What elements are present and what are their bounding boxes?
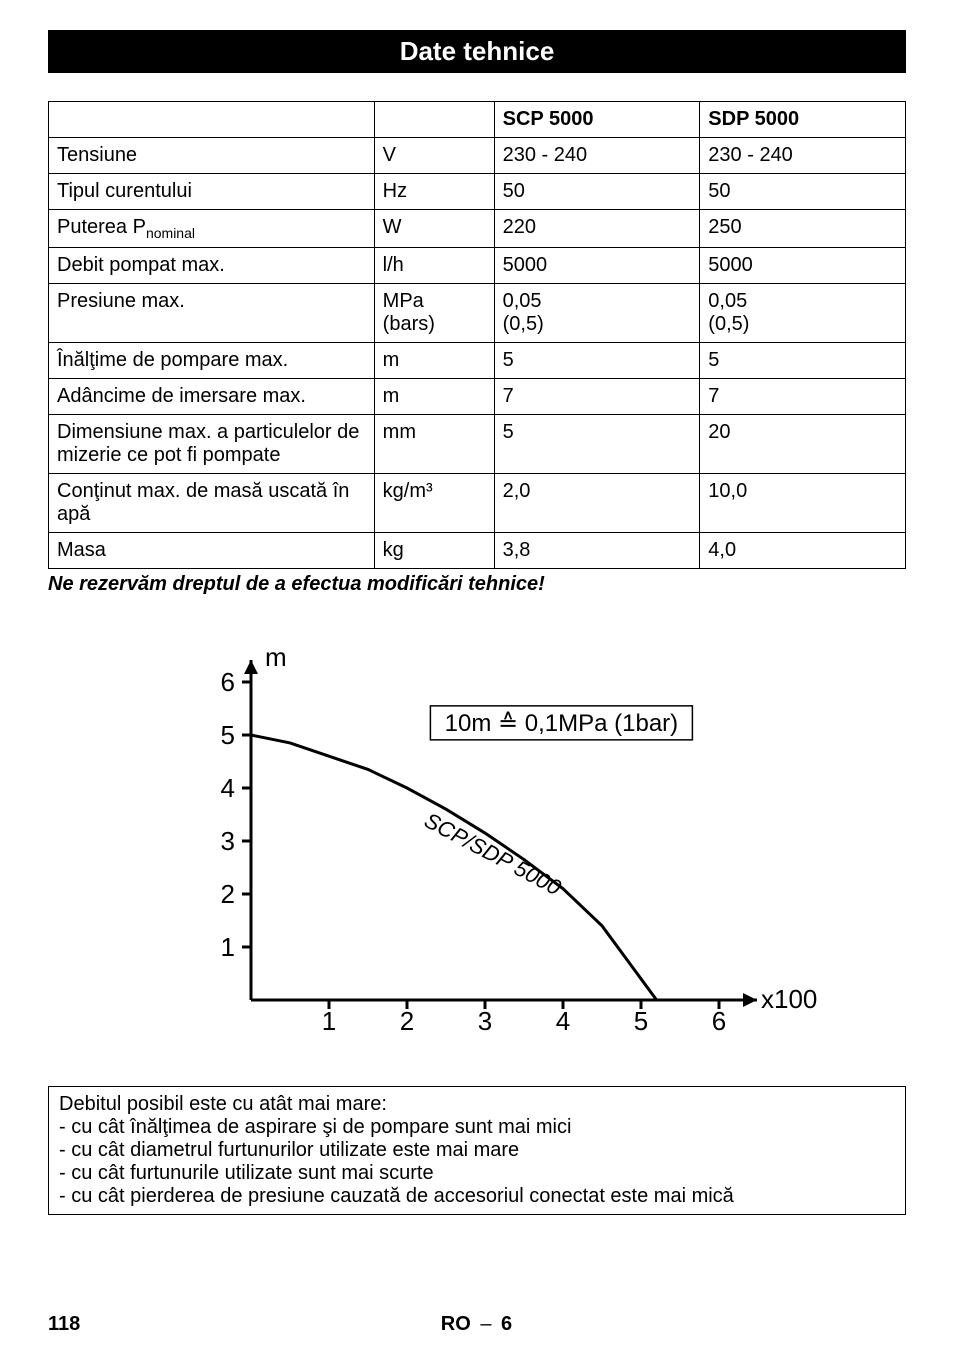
table-row: Tensiune V 230 - 240 230 - 240 <box>49 138 906 174</box>
info-intro: Debitul posibil este cu atât mai mare: <box>59 1093 895 1116</box>
cell-b: 5000 <box>700 248 906 284</box>
cell-label: Tensiune <box>49 138 375 174</box>
svg-text:3: 3 <box>478 1006 492 1036</box>
table-header-row: SCP 5000 SDP 5000 <box>49 102 906 138</box>
modification-note: Ne rezervăm dreptul de a efectua modific… <box>48 573 906 596</box>
table-row: Puterea Pnominal W 220 250 <box>49 210 906 248</box>
cell-unit: MPa (bars) <box>374 284 494 343</box>
spec-table: SCP 5000 SDP 5000 Tensiune V 230 - 240 2… <box>48 101 906 569</box>
cell-a: 5 <box>494 343 700 379</box>
cell-a: 2,0 <box>494 474 700 533</box>
table-row: Presiune max. MPa (bars) 0,05 (0,5) 0,05… <box>49 284 906 343</box>
info-line: - cu cât diametrul furtunurilor utilizat… <box>59 1139 895 1162</box>
cell-b: 20 <box>700 415 906 474</box>
info-box: Debitul posibil este cu atât mai mare: -… <box>48 1086 906 1215</box>
cell-label: Presiune max. <box>49 284 375 343</box>
page-number: 118 <box>48 1313 80 1336</box>
cell-b: 10,0 <box>700 474 906 533</box>
svg-text:4: 4 <box>556 1006 570 1036</box>
cell-b: 50 <box>700 174 906 210</box>
cell-unit: kg <box>374 533 494 569</box>
svg-text:1: 1 <box>322 1006 336 1036</box>
svg-text:10m ≙ 0,1MPa (1bar): 10m ≙ 0,1MPa (1bar) <box>445 710 679 737</box>
cell-label: Conţinut max. de masă uscată în apă <box>49 474 375 533</box>
info-line: - cu cât pierderea de presiune cauzată d… <box>59 1185 895 1208</box>
page-footer: 118 RO – 6 000 <box>48 1313 906 1336</box>
svg-text:5: 5 <box>634 1006 648 1036</box>
table-row: Dimensiune max. a particulelor de mizeri… <box>49 415 906 474</box>
cell-b: 5 <box>700 343 906 379</box>
cell-b: 4,0 <box>700 533 906 569</box>
lang-sep: – <box>480 1313 491 1335</box>
svg-text:3: 3 <box>221 826 235 856</box>
header-sdp: SDP 5000 <box>700 102 906 138</box>
svg-text:SCP/SDP 5000: SCP/SDP 5000 <box>420 807 566 900</box>
cell-unit: kg/m³ <box>374 474 494 533</box>
cell-b: 250 <box>700 210 906 248</box>
lang-num: 6 <box>501 1313 512 1335</box>
cell-a: 220 <box>494 210 700 248</box>
table-row: Conţinut max. de masă uscată în apă kg/m… <box>49 474 906 533</box>
svg-text:x1000 l/h: x1000 l/h <box>761 984 817 1014</box>
cell-unit: W <box>374 210 494 248</box>
section-title: Date tehnice <box>48 30 906 73</box>
header-scp: SCP 5000 <box>494 102 700 138</box>
cell-a: 5000 <box>494 248 700 284</box>
svg-text:m: m <box>265 642 287 672</box>
info-line: - cu cât înălţimea de aspirare şi de pom… <box>59 1116 895 1139</box>
pump-chart: m x1000 l/h 1 2 3 4 5 6 1 2 3 4 5 6 10m ≙ 0,1MPa (1bar… <box>48 630 906 1060</box>
table-row: Debit pompat max. l/h 5000 5000 <box>49 248 906 284</box>
cell-b: 0,05 (0,5) <box>700 284 906 343</box>
table-row: Adâncime de imersare max. m 7 7 <box>49 379 906 415</box>
info-line: - cu cât furtunurile utilizate sunt mai … <box>59 1162 895 1185</box>
lang-code: RO – 6 <box>441 1313 512 1336</box>
cell-a: 5 <box>494 415 700 474</box>
header-blank-1 <box>49 102 375 138</box>
table-row: Masa kg 3,8 4,0 <box>49 533 906 569</box>
svg-text:2: 2 <box>400 1006 414 1036</box>
svg-text:5: 5 <box>221 720 235 750</box>
cell-unit: m <box>374 343 494 379</box>
svg-text:2: 2 <box>221 879 235 909</box>
cell-a: 3,8 <box>494 533 700 569</box>
table-row: Tipul curentului Hz 50 50 <box>49 174 906 210</box>
lang-text: RO <box>441 1313 471 1335</box>
header-blank-2 <box>374 102 494 138</box>
cell-b: 7 <box>700 379 906 415</box>
cell-label: Debit pompat max. <box>49 248 375 284</box>
cell-a: 230 - 240 <box>494 138 700 174</box>
chart-svg: m x1000 l/h 1 2 3 4 5 6 1 2 3 4 5 6 10m ≙ 0,1MPa (1bar… <box>137 630 817 1060</box>
cell-a: 0,05 (0,5) <box>494 284 700 343</box>
svg-text:6: 6 <box>221 667 235 697</box>
cell-a: 50 <box>494 174 700 210</box>
cell-label: Înălţime de pompare max. <box>49 343 375 379</box>
cell-b: 230 - 240 <box>700 138 906 174</box>
cell-a: 7 <box>494 379 700 415</box>
svg-text:1: 1 <box>221 932 235 962</box>
cell-label: Dimensiune max. a particulelor de mizeri… <box>49 415 375 474</box>
cell-label: Masa <box>49 533 375 569</box>
table-row: Înălţime de pompare max. m 5 5 <box>49 343 906 379</box>
svg-text:4: 4 <box>221 773 235 803</box>
cell-label: Adâncime de imersare max. <box>49 379 375 415</box>
svg-text:6: 6 <box>712 1006 726 1036</box>
cell-unit: V <box>374 138 494 174</box>
cell-label: Tipul curentului <box>49 174 375 210</box>
cell-unit: mm <box>374 415 494 474</box>
cell-unit: Hz <box>374 174 494 210</box>
cell-label: Puterea Pnominal <box>49 210 375 248</box>
cell-unit: m <box>374 379 494 415</box>
cell-unit: l/h <box>374 248 494 284</box>
